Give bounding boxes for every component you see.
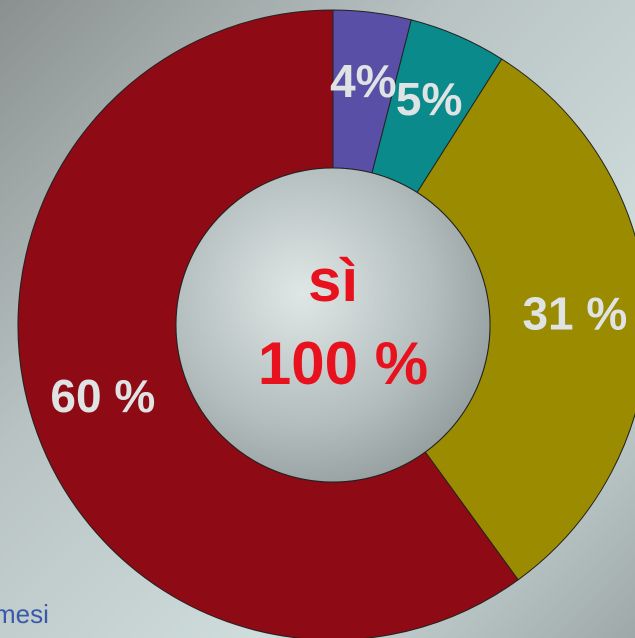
data-label: 60 % (50, 370, 155, 422)
donut-hole (176, 168, 490, 482)
center-text: sì (308, 247, 358, 314)
data-label: 5% (396, 73, 462, 125)
chart: sì 100 % mesi 4%5% 31 % 60 % (0, 0, 635, 638)
data-label: 31 % (522, 288, 627, 340)
data-label: 4% (330, 55, 396, 107)
footer: mesi (0, 599, 49, 629)
center-text: 100 % (258, 330, 428, 397)
